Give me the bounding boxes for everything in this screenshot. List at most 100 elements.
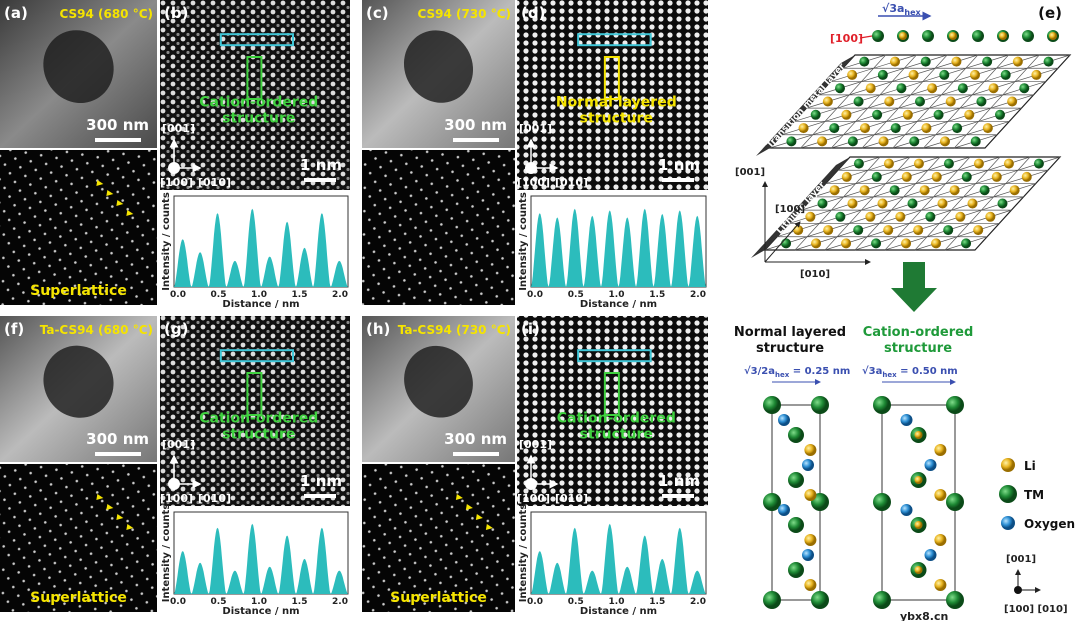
atom [913, 158, 924, 169]
lattice-line [862, 94, 1034, 149]
unit-box [246, 372, 263, 416]
diffraction-image [0, 150, 157, 305]
structure-annotation: structure [222, 110, 295, 126]
axis-label: [010] [198, 492, 231, 505]
atom [895, 211, 906, 222]
atom [860, 123, 870, 134]
atom [896, 83, 907, 94]
panel-label: (d) [521, 4, 545, 22]
atom [937, 198, 948, 209]
atom [940, 136, 950, 147]
arrow [96, 494, 104, 500]
atom [914, 476, 923, 484]
panel-label: (c) [366, 4, 389, 22]
structure-title: structure [884, 341, 952, 356]
atom [907, 198, 918, 209]
diffraction-image [0, 464, 157, 612]
line-scan-box [219, 349, 294, 363]
atom [957, 83, 968, 94]
arrow [116, 514, 124, 520]
dimension-label: √3ahex = 0.50 nm [862, 365, 958, 379]
x-tick-label: 1.5 [292, 597, 308, 607]
axis-label: [010] [555, 492, 588, 505]
atom [871, 171, 882, 182]
atom [970, 136, 981, 147]
period-sub: hex [904, 8, 921, 17]
atom [920, 56, 931, 67]
intensity-profile [174, 208, 348, 287]
line-scan-box [577, 349, 652, 363]
lattice-line [800, 54, 886, 149]
direction-arrow [859, 35, 873, 39]
scale-label: 300 nm [86, 430, 149, 448]
y-axis-label: Intensity / counts [161, 504, 172, 603]
atom [859, 56, 870, 67]
atom [934, 444, 947, 456]
atom [841, 238, 852, 249]
atom [804, 444, 817, 456]
lattice-line [914, 223, 1000, 251]
atom [847, 136, 858, 147]
atom [1021, 171, 1032, 182]
atom [921, 123, 932, 134]
lattice-line [830, 54, 917, 82]
axis-label: [001] [162, 438, 195, 451]
structure-annotation: Cation-ordered [199, 94, 318, 110]
hrtem-image [517, 316, 708, 506]
scale-label: 1 nm [658, 472, 700, 490]
arrow [485, 524, 493, 530]
x-tick-label: 0.0 [170, 290, 186, 300]
atom [1007, 96, 1018, 107]
atom [1033, 158, 1044, 169]
atom [914, 431, 923, 439]
lattice-line [825, 156, 911, 184]
atom [914, 521, 923, 529]
arrow [455, 494, 463, 500]
atom [915, 96, 925, 107]
structure-annotation: structure [580, 426, 653, 442]
atom [873, 396, 891, 414]
unit-box [246, 56, 263, 100]
panel-label: (f) [4, 320, 24, 338]
atom [865, 211, 876, 222]
dim-part: = 0.25 nm [789, 366, 850, 377]
period-label: √3ahex [882, 2, 922, 17]
atom [788, 517, 804, 533]
direction-label: [100] [830, 32, 863, 45]
scale-bar [453, 452, 499, 456]
x-tick-label: 1.0 [609, 597, 625, 607]
scale-bar [662, 494, 694, 498]
x-tick-label: 1.0 [251, 597, 267, 607]
intensity-profile [531, 208, 706, 287]
panel-label: (h) [366, 320, 390, 338]
lattice-line [800, 67, 1058, 149]
atom [872, 30, 884, 42]
arrow [475, 514, 483, 520]
legend-label: Oxygen [1024, 517, 1075, 531]
lattice-line [923, 54, 1009, 149]
particle [43, 30, 114, 104]
atom [946, 493, 964, 511]
atom [973, 158, 984, 169]
panel-label: (i) [521, 320, 540, 338]
atom [763, 396, 781, 414]
lattice-line [854, 156, 941, 251]
axis-label: [010] [555, 176, 588, 189]
lattice-line [944, 156, 1031, 251]
arrow [465, 504, 473, 510]
lattice-line [884, 156, 971, 251]
y-axis-label: Intensity / counts [518, 192, 529, 291]
arrow [126, 210, 134, 216]
atom [961, 171, 972, 182]
axis-label: [001] [519, 438, 552, 451]
atom [1000, 69, 1011, 80]
axis-label: [001] [1006, 554, 1036, 565]
atom [934, 534, 947, 546]
x-tick-label: 0.5 [211, 290, 227, 300]
x-tick-label: 0.0 [527, 290, 543, 300]
watermark: ybx8.cn [900, 610, 948, 621]
arrow [106, 504, 114, 510]
axis-label: [001] [519, 122, 552, 135]
panel-label: (g) [164, 320, 188, 338]
